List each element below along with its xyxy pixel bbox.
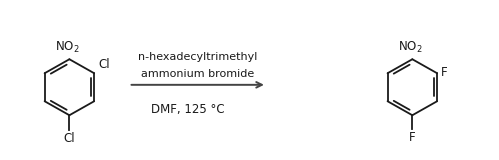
Text: DMF, 125 °C: DMF, 125 °C (151, 103, 225, 116)
Text: F: F (409, 131, 416, 144)
Text: Cl: Cl (63, 132, 75, 145)
Text: NO$_2$: NO$_2$ (54, 40, 79, 55)
Text: n-hexadecyltrimethyl: n-hexadecyltrimethyl (138, 52, 257, 62)
Text: NO$_2$: NO$_2$ (398, 40, 422, 55)
Text: Cl: Cl (98, 58, 110, 71)
Text: ammonium bromide: ammonium bromide (141, 69, 254, 79)
Text: F: F (441, 66, 448, 79)
